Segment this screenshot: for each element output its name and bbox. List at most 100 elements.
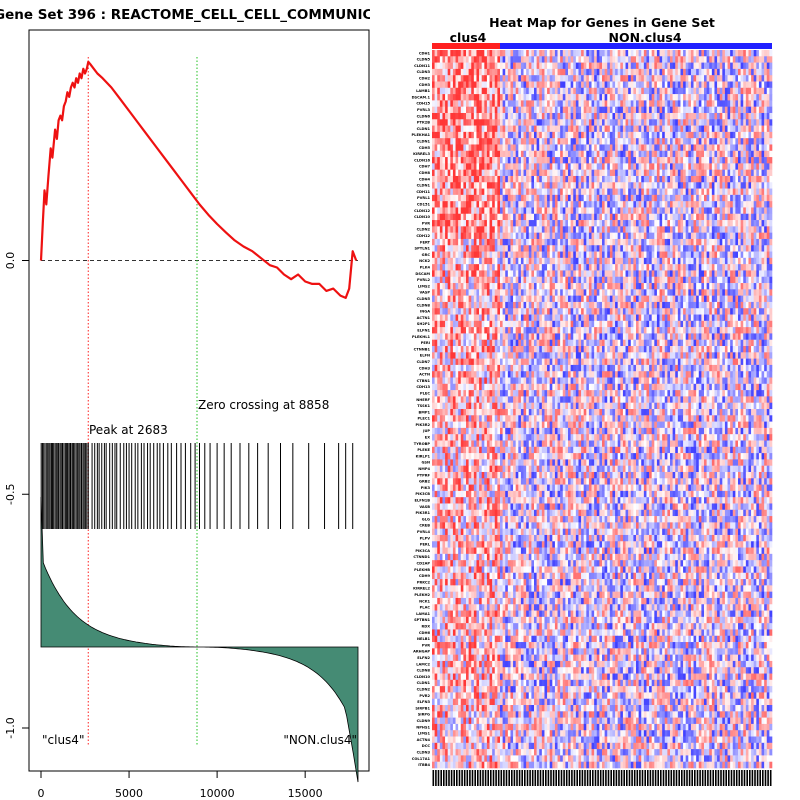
heatmap-cell [628,119,632,126]
heatmap-cell [581,75,584,82]
heatmap-cell [471,276,475,284]
heatmap-cell [562,194,566,202]
heatmap-cell [656,264,660,271]
heatmap-cell [751,100,754,107]
heatmap-cell [633,68,637,76]
heatmap-cell [732,169,736,177]
heatmap-cell [581,207,584,215]
heatmap-cell [526,163,530,170]
heatmap-cell [688,238,692,246]
heatmap-cell [633,119,637,126]
heatmap-cell [690,87,694,95]
heatmap-cell [513,56,516,63]
heatmap-cell [458,270,462,278]
heatmap-cell [549,264,553,271]
heatmap-cell [612,56,616,63]
heatmap-cell [586,169,590,177]
heatmap-cell [565,194,569,202]
heatmap-cell [738,119,741,126]
heatmap-cell [468,257,472,265]
heatmap-cell [758,270,762,278]
heatmap-cell [502,207,506,215]
heatmap-cell [735,251,739,259]
heatmap-cell [442,201,446,208]
heatmap-cell [554,232,558,240]
heatmap-cell [468,213,472,221]
heatmap-cell [594,112,598,120]
heatmap-cell [473,112,477,120]
heatmap-cell [604,270,608,278]
heatmap-cell [730,94,734,101]
heatmap-cell [659,163,663,170]
heatmap-cell [766,112,770,120]
heatmap-cell [468,238,472,246]
heatmap-cell [507,283,511,290]
heatmap-cell [573,207,577,215]
heatmap-cell [586,207,590,215]
heatmap-cell [463,119,467,126]
heatmap-cell [717,138,720,145]
heatmap-cell [432,100,435,107]
heatmap-cell [515,157,519,164]
heatmap-cell [455,226,459,233]
heatmap-cell [604,87,608,95]
heatmap-cell [680,106,684,114]
heatmap-cell [646,112,650,120]
heatmap-cell [659,201,663,208]
heatmap-cell [612,119,616,126]
heatmap-cell [515,194,519,202]
heatmap-cell [633,232,637,240]
heatmap-cell [549,276,553,284]
heatmap-cell [751,207,754,215]
heatmap-cell [455,131,459,139]
heatmap-cell [756,238,760,246]
heatmap-cell [672,276,676,284]
heatmap-cell [458,201,462,208]
heatmap-cell [672,62,676,70]
heatmap-cell [677,188,681,196]
heatmap-cell [460,169,464,177]
heatmap-cell [667,238,671,246]
heatmap-cell [677,138,681,145]
heatmap-cell [528,119,532,126]
heatmap-cell [719,62,723,70]
heatmap-cell [523,106,527,114]
heatmap-cell [672,81,676,89]
heatmap-cell [756,94,760,101]
heatmap-cell [523,257,527,265]
heatmap-cell [727,194,731,202]
heatmap-cell [439,251,443,259]
heatmap-cell [510,238,514,246]
heatmap-cell [575,251,579,259]
heatmap-cell [696,182,700,189]
heatmap-cell [502,157,506,164]
heatmap-cell [583,87,587,95]
heatmap-cell [565,188,569,196]
heatmap-cell [460,276,464,284]
heatmap-cell [696,194,700,202]
heatmap-cell [607,157,611,164]
heatmap-cell [622,213,626,221]
heatmap-cell [468,150,472,158]
heatmap-cell [766,188,770,196]
heatmap-cell [575,62,579,70]
heatmap-cell [643,131,647,139]
heatmap-cell [510,68,514,76]
heatmap-cell [662,163,666,170]
heatmap-cell [641,182,645,189]
heatmap-cell [526,50,530,57]
heatmap-cell [730,75,734,82]
heatmap-cell [756,62,760,70]
heatmap-cell [489,283,493,290]
heatmap-cell [659,75,663,82]
heatmap-cell [724,194,728,202]
heatmap-cell [714,106,718,114]
heatmap-cell [701,106,705,114]
heatmap-cell [722,144,726,152]
heatmap-cell [513,131,516,139]
heatmap-cell [594,283,598,290]
heatmap-cell [659,144,663,152]
heatmap-cell [609,87,613,95]
heatmap-cell [534,50,537,57]
heatmap-cell [588,194,592,202]
